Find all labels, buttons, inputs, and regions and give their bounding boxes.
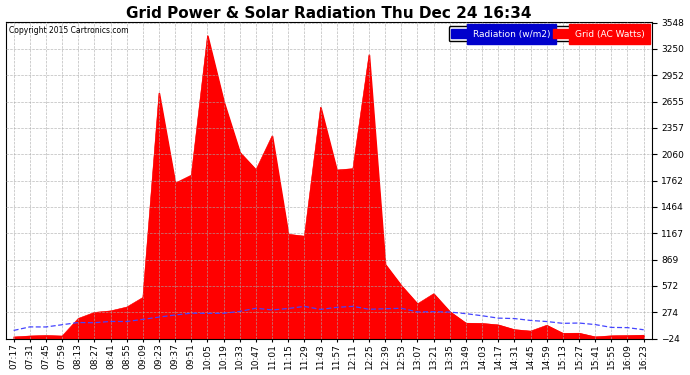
Legend: Radiation (w/m2), Grid (AC Watts): Radiation (w/m2), Grid (AC Watts) (448, 26, 647, 41)
Title: Grid Power & Solar Radiation Thu Dec 24 16:34: Grid Power & Solar Radiation Thu Dec 24 … (126, 6, 531, 21)
Text: Copyright 2015 Cartronics.com: Copyright 2015 Cartronics.com (9, 27, 128, 36)
